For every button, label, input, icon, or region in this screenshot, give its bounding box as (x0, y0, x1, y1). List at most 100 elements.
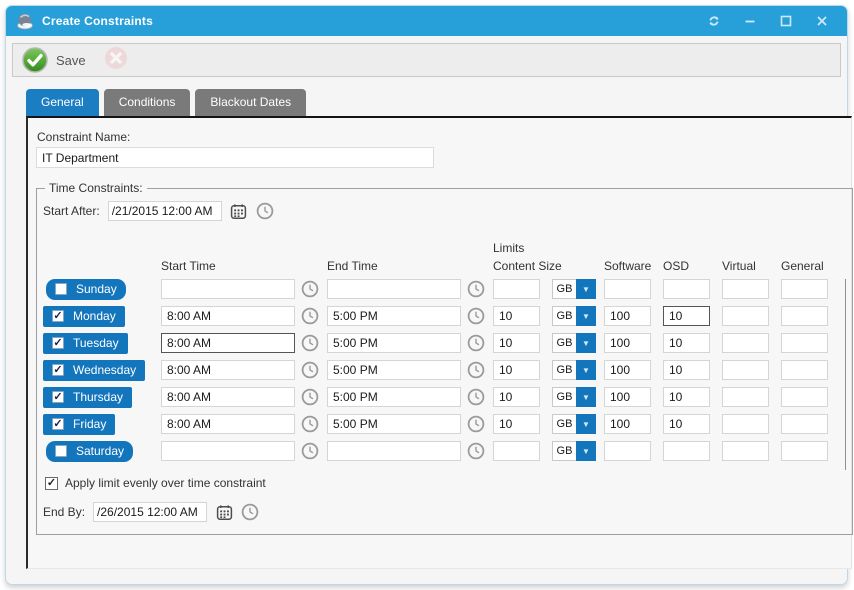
osd-input[interactable] (663, 387, 710, 407)
end-time-input[interactable] (327, 441, 461, 461)
end-time-clock-icon[interactable] (467, 415, 485, 433)
end-time-clock-icon[interactable] (467, 361, 485, 379)
end-time-input[interactable] (327, 306, 461, 326)
start-time-clock-icon[interactable] (301, 280, 319, 298)
unit-select[interactable]: GB ▼ (552, 333, 596, 353)
osd-input[interactable] (663, 333, 710, 353)
chevron-down-icon[interactable]: ▼ (576, 279, 596, 299)
osd-input[interactable] (663, 360, 710, 380)
start-time-input[interactable] (161, 333, 295, 353)
maximize-button[interactable] (771, 10, 801, 32)
tab-conditions[interactable]: Conditions (103, 89, 191, 116)
chevron-down-icon[interactable]: ▼ (576, 360, 596, 380)
general-input[interactable] (781, 360, 828, 380)
day-checkbox[interactable] (55, 445, 67, 457)
general-input[interactable] (781, 306, 828, 326)
start-after-input[interactable] (107, 201, 222, 221)
software-input[interactable] (604, 279, 651, 299)
software-input[interactable] (604, 387, 651, 407)
unit-select[interactable]: GB ▼ (552, 360, 596, 380)
unit-select[interactable]: GB ▼ (552, 306, 596, 326)
content-size-input[interactable] (493, 414, 540, 434)
virtual-input[interactable] (722, 387, 769, 407)
osd-input[interactable] (663, 441, 710, 461)
start-time-clock-icon[interactable] (301, 361, 319, 379)
day-toggle[interactable]: ✓ Wednesday (43, 359, 146, 381)
end-time-clock-icon[interactable] (467, 334, 485, 352)
day-toggle[interactable]: ✓ Friday (43, 413, 116, 435)
software-input[interactable] (604, 333, 651, 353)
general-input[interactable] (781, 333, 828, 353)
virtual-input[interactable] (722, 279, 769, 299)
constraint-name-input[interactable] (36, 147, 434, 168)
virtual-input[interactable] (722, 333, 769, 353)
tab-blackout-dates[interactable]: Blackout Dates (195, 89, 307, 116)
osd-input[interactable] (663, 306, 710, 326)
end-time-clock-icon[interactable] (467, 388, 485, 406)
day-toggle[interactable]: ✓ Thursday (43, 386, 133, 408)
start-time-input[interactable] (161, 441, 295, 461)
content-size-input[interactable] (493, 387, 540, 407)
unit-select[interactable]: GB ▼ (552, 387, 596, 407)
software-input[interactable] (604, 306, 651, 326)
tab-general[interactable]: General (26, 89, 99, 116)
end-time-clock-icon[interactable] (467, 442, 485, 460)
virtual-input[interactable] (722, 360, 769, 380)
close-button[interactable] (807, 10, 837, 32)
day-toggle[interactable]: Saturday (46, 440, 134, 462)
chevron-down-icon[interactable]: ▼ (576, 441, 596, 461)
end-time-input[interactable] (327, 360, 461, 380)
day-checkbox[interactable]: ✓ (52, 337, 64, 349)
general-input[interactable] (781, 279, 828, 299)
chevron-down-icon[interactable]: ▼ (576, 414, 596, 434)
start-after-clock-icon[interactable] (256, 202, 274, 220)
unit-select[interactable]: GB ▼ (552, 414, 596, 434)
day-toggle[interactable]: ✓ Monday (43, 305, 125, 327)
start-time-input[interactable] (161, 360, 295, 380)
chevron-down-icon[interactable]: ▼ (576, 333, 596, 353)
content-size-input[interactable] (493, 360, 540, 380)
apply-limit-checkbox[interactable]: ✓ (45, 476, 58, 490)
start-time-input[interactable] (161, 414, 295, 434)
save-button[interactable]: Save (22, 47, 86, 73)
day-toggle[interactable]: Sunday (46, 278, 126, 300)
refresh-button[interactable] (699, 10, 729, 32)
end-time-clock-icon[interactable] (467, 280, 485, 298)
chevron-down-icon[interactable]: ▼ (576, 306, 596, 326)
osd-input[interactable] (663, 279, 710, 299)
day-checkbox[interactable]: ✓ (52, 364, 64, 376)
apply-limit-row[interactable]: ✓ Apply limit evenly over time constrain… (45, 476, 846, 490)
day-checkbox[interactable]: ✓ (52, 310, 64, 322)
start-time-input[interactable] (161, 279, 295, 299)
osd-input[interactable] (663, 414, 710, 434)
virtual-input[interactable] (722, 414, 769, 434)
general-input[interactable] (781, 414, 828, 434)
end-by-clock-icon[interactable] (241, 503, 259, 521)
start-time-input[interactable] (161, 387, 295, 407)
virtual-input[interactable] (722, 306, 769, 326)
day-checkbox[interactable]: ✓ (52, 418, 64, 430)
content-size-input[interactable] (493, 279, 540, 299)
content-size-input[interactable] (493, 333, 540, 353)
software-input[interactable] (604, 414, 651, 434)
start-time-clock-icon[interactable] (301, 415, 319, 433)
chevron-down-icon[interactable]: ▼ (576, 387, 596, 407)
minimize-button[interactable] (735, 10, 765, 32)
start-time-clock-icon[interactable] (301, 307, 319, 325)
end-by-input[interactable] (93, 502, 208, 522)
virtual-input[interactable] (722, 441, 769, 461)
unit-select[interactable]: GB ▼ (552, 441, 596, 461)
end-time-input[interactable] (327, 279, 461, 299)
unit-select[interactable]: GB ▼ (552, 279, 596, 299)
general-input[interactable] (781, 387, 828, 407)
end-time-input[interactable] (327, 387, 461, 407)
end-time-clock-icon[interactable] (467, 307, 485, 325)
content-size-input[interactable] (493, 441, 540, 461)
day-toggle[interactable]: ✓ Tuesday (43, 332, 128, 354)
software-input[interactable] (604, 360, 651, 380)
start-time-clock-icon[interactable] (301, 388, 319, 406)
day-checkbox[interactable] (55, 283, 67, 295)
end-time-input[interactable] (327, 414, 461, 434)
end-by-calendar-icon[interactable] (215, 503, 233, 521)
content-size-input[interactable] (493, 306, 540, 326)
